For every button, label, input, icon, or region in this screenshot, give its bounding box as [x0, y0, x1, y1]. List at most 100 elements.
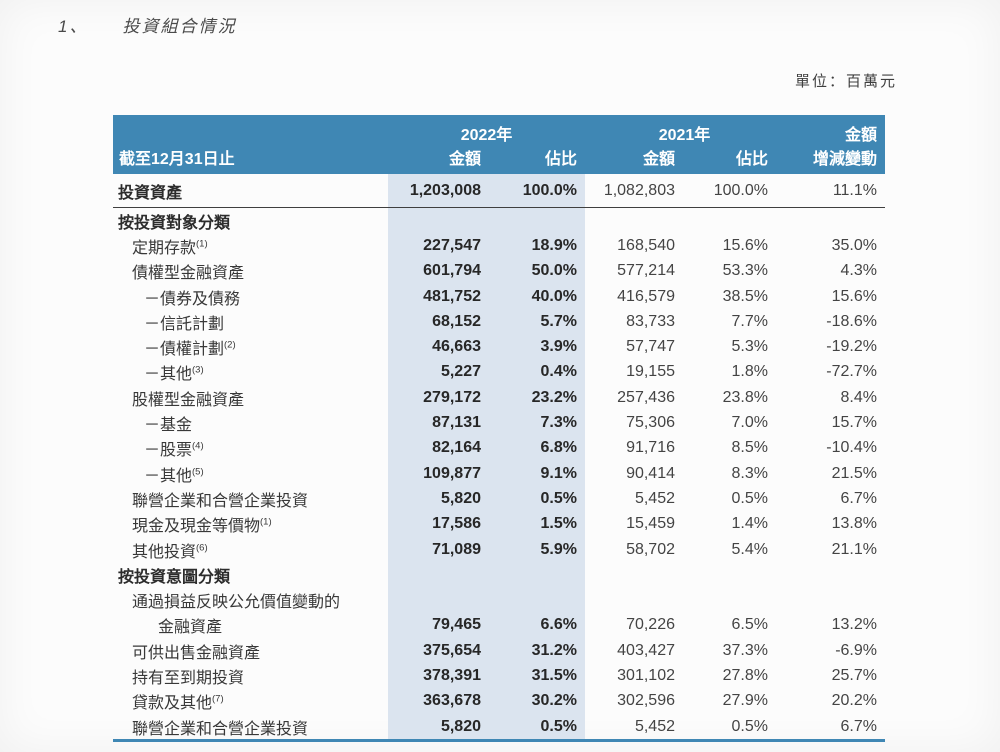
header-column-row: 截至12月31日止 金額 佔比 金額 佔比 增減變動: [113, 145, 885, 169]
cell-amount-change: 11.1%: [832, 181, 877, 199]
table-row: －債權計劃(2) 46,663 3.9% 57,747 5.3% -19.2%: [113, 334, 885, 360]
table-row: 按投資意圖分類: [113, 562, 885, 588]
row-label: 可供出售金融資產: [132, 644, 261, 662]
cell-2022-share: [485, 208, 585, 234]
cell-2021-share: 8.3%: [731, 464, 768, 482]
cell-2021-share: 1.8%: [731, 363, 768, 381]
cell-2022-amount: 378,391: [388, 663, 485, 689]
cell-2022-share: 18.9%: [485, 233, 585, 259]
cell-2022-share: 6.8%: [485, 435, 585, 461]
cell-2022-share: 0.5%: [485, 486, 585, 512]
row-label: －股票(4): [144, 440, 204, 460]
footnote-marker: (7): [212, 693, 224, 705]
cell-2021-amount: 416,579: [617, 287, 675, 305]
cell-2022-amount: 82,164: [388, 435, 485, 461]
cell-2022-amount: 17,586: [388, 511, 485, 537]
footnote-marker: (2): [224, 339, 236, 351]
cell-2022-share: 30.2%: [485, 688, 585, 714]
cell-amount-change: 6.7%: [840, 489, 877, 507]
cell-amount-change: -18.6%: [826, 312, 877, 330]
header-amount-2022: 金額: [448, 151, 481, 168]
unit-label: 單位：百萬元: [794, 73, 897, 90]
footnote-marker: (3): [192, 365, 204, 377]
row-label: －基金: [144, 417, 193, 435]
header-group-2022: 2022年: [460, 127, 513, 144]
cell-amount-change: 8.4%: [840, 388, 877, 406]
cell-2021-amount: 403,427: [617, 641, 675, 659]
cell-2022-share: 23.2%: [485, 385, 585, 411]
row-label: 按投資對象分類: [118, 214, 231, 232]
cell-amount-change: 21.5%: [831, 464, 877, 482]
cell-2022-share: 31.5%: [485, 663, 585, 689]
cell-2021-share: 0.5%: [731, 489, 768, 507]
table-row: 定期存款(1) 227,547 18.9% 168,540 15.6% 35.0%: [113, 233, 885, 259]
footnote-marker: (1): [260, 516, 272, 528]
footnote-marker: (5): [192, 466, 204, 478]
row-label: －信託計劃: [144, 315, 225, 333]
row-label: 通過損益反映公允價值變動的: [132, 594, 341, 612]
cell-2021-amount: 70,226: [626, 616, 675, 634]
cell-2022-amount: 363,678: [388, 688, 485, 714]
cell-2022-share: 40.0%: [485, 283, 585, 310]
section-title: 1、 投資組合情況: [58, 12, 236, 37]
cell-2022-share: 1.5%: [485, 511, 585, 537]
row-label: 聯營企業和合營企業投資: [132, 492, 309, 510]
cell-amount-change: -6.9%: [835, 641, 877, 659]
cell-2022-share: 0.4%: [485, 359, 585, 386]
cell-2021-share: 7.7%: [731, 312, 768, 330]
cell-2022-amount: 601,794: [388, 258, 485, 284]
cell-2022-share: 5.7%: [485, 309, 585, 335]
row-label: －其他(3): [144, 365, 204, 384]
header-change-line1: 金額: [844, 127, 877, 144]
table-row: 聯營企業和合營企業投資 5,820 0.5% 5,452 0.5% 6.7%: [113, 486, 885, 512]
table-row: 現金及現金等價物(1) 17,586 1.5% 15,459 1.4% 13.8%: [113, 511, 885, 537]
header-share-2022: 佔比: [544, 151, 577, 168]
cell-2021-share: 0.5%: [731, 717, 768, 735]
cell-2022-amount: [388, 587, 485, 613]
cell-amount-change: -10.4%: [826, 439, 877, 457]
cell-2022-amount: 227,547: [388, 233, 485, 259]
header-amount-2021: 金額: [642, 151, 675, 168]
cell-2021-share: 27.9%: [722, 692, 768, 710]
table-body: 投資資產 1,203,008 100.0% 1,082,803 100.0% 11.1% 按…: [113, 174, 885, 740]
cell-2022-share: 50.0%: [485, 258, 585, 284]
table-row: －股票(4) 82,164 6.8% 91,716 8.5% -10.4%: [113, 435, 885, 461]
cell-2021-share: 38.5%: [722, 287, 768, 305]
cell-2021-amount: 15,459: [626, 515, 675, 533]
cell-2021-amount: 5,452: [634, 489, 675, 507]
table-row: 貸款及其他(7) 363,678 30.2% 302,596 27.9% 20.2%: [113, 688, 885, 714]
row-label: 貸款及其他(7): [132, 693, 224, 713]
cell-amount-change: 35.0%: [831, 236, 877, 254]
cell-2022-amount: 375,654: [388, 638, 485, 664]
cell-2021-amount: 1,082,803: [603, 181, 675, 199]
table-row: 其他投資(6) 71,089 5.9% 58,702 5.4% 21.1%: [113, 536, 885, 563]
table-row: 金融資產 79,465 6.6% 70,226 6.5% 13.2%: [113, 612, 885, 639]
cell-2021-amount: 91,716: [626, 439, 675, 457]
cell-2022-amount: 46,663: [388, 334, 485, 360]
cell-amount-change: 15.6%: [831, 287, 877, 305]
table-row: －其他(3) 5,227 0.4% 19,155 1.8% -72.7%: [113, 359, 885, 386]
table-row: 股權型金融資產 279,172 23.2% 257,436 23.8% 8.4%: [113, 385, 885, 411]
cell-2021-amount: 19,155: [626, 363, 675, 381]
cell-2022-share: 100.0%: [485, 174, 585, 207]
row-label: 其他投資(6): [132, 542, 208, 561]
table-row: 債權型金融資產 601,794 50.0% 577,214 53.3% 4.3%: [113, 258, 885, 284]
cell-2022-amount: [388, 208, 485, 234]
section-title-text: 投資組合情況: [122, 17, 237, 36]
cell-2021-amount: 83,733: [626, 312, 675, 330]
cell-2021-amount: 301,102: [617, 666, 675, 684]
row-label: 聯營企業和合營企業投資: [132, 720, 309, 738]
row-label: －債權計劃(2): [144, 339, 236, 359]
cell-2021-share: 6.5%: [731, 616, 768, 634]
cell-2022-share: 31.2%: [485, 638, 585, 664]
table-row: 通過損益反映公允價值變動的: [113, 587, 885, 613]
cell-2021-amount: 5,452: [634, 717, 675, 735]
cell-2022-share: 6.6%: [485, 612, 585, 639]
cell-2022-amount: 1,203,008: [388, 174, 485, 207]
cell-2022-amount: 79,465: [388, 612, 485, 639]
cell-2021-amount: 257,436: [617, 388, 675, 406]
table-header: 2022年 2021年 金額 截至12月31日止 金額 佔比 金額 佔比 增減變…: [113, 115, 885, 174]
cell-2022-share: 7.3%: [485, 410, 585, 436]
cell-2021-share: 5.3%: [731, 338, 768, 356]
